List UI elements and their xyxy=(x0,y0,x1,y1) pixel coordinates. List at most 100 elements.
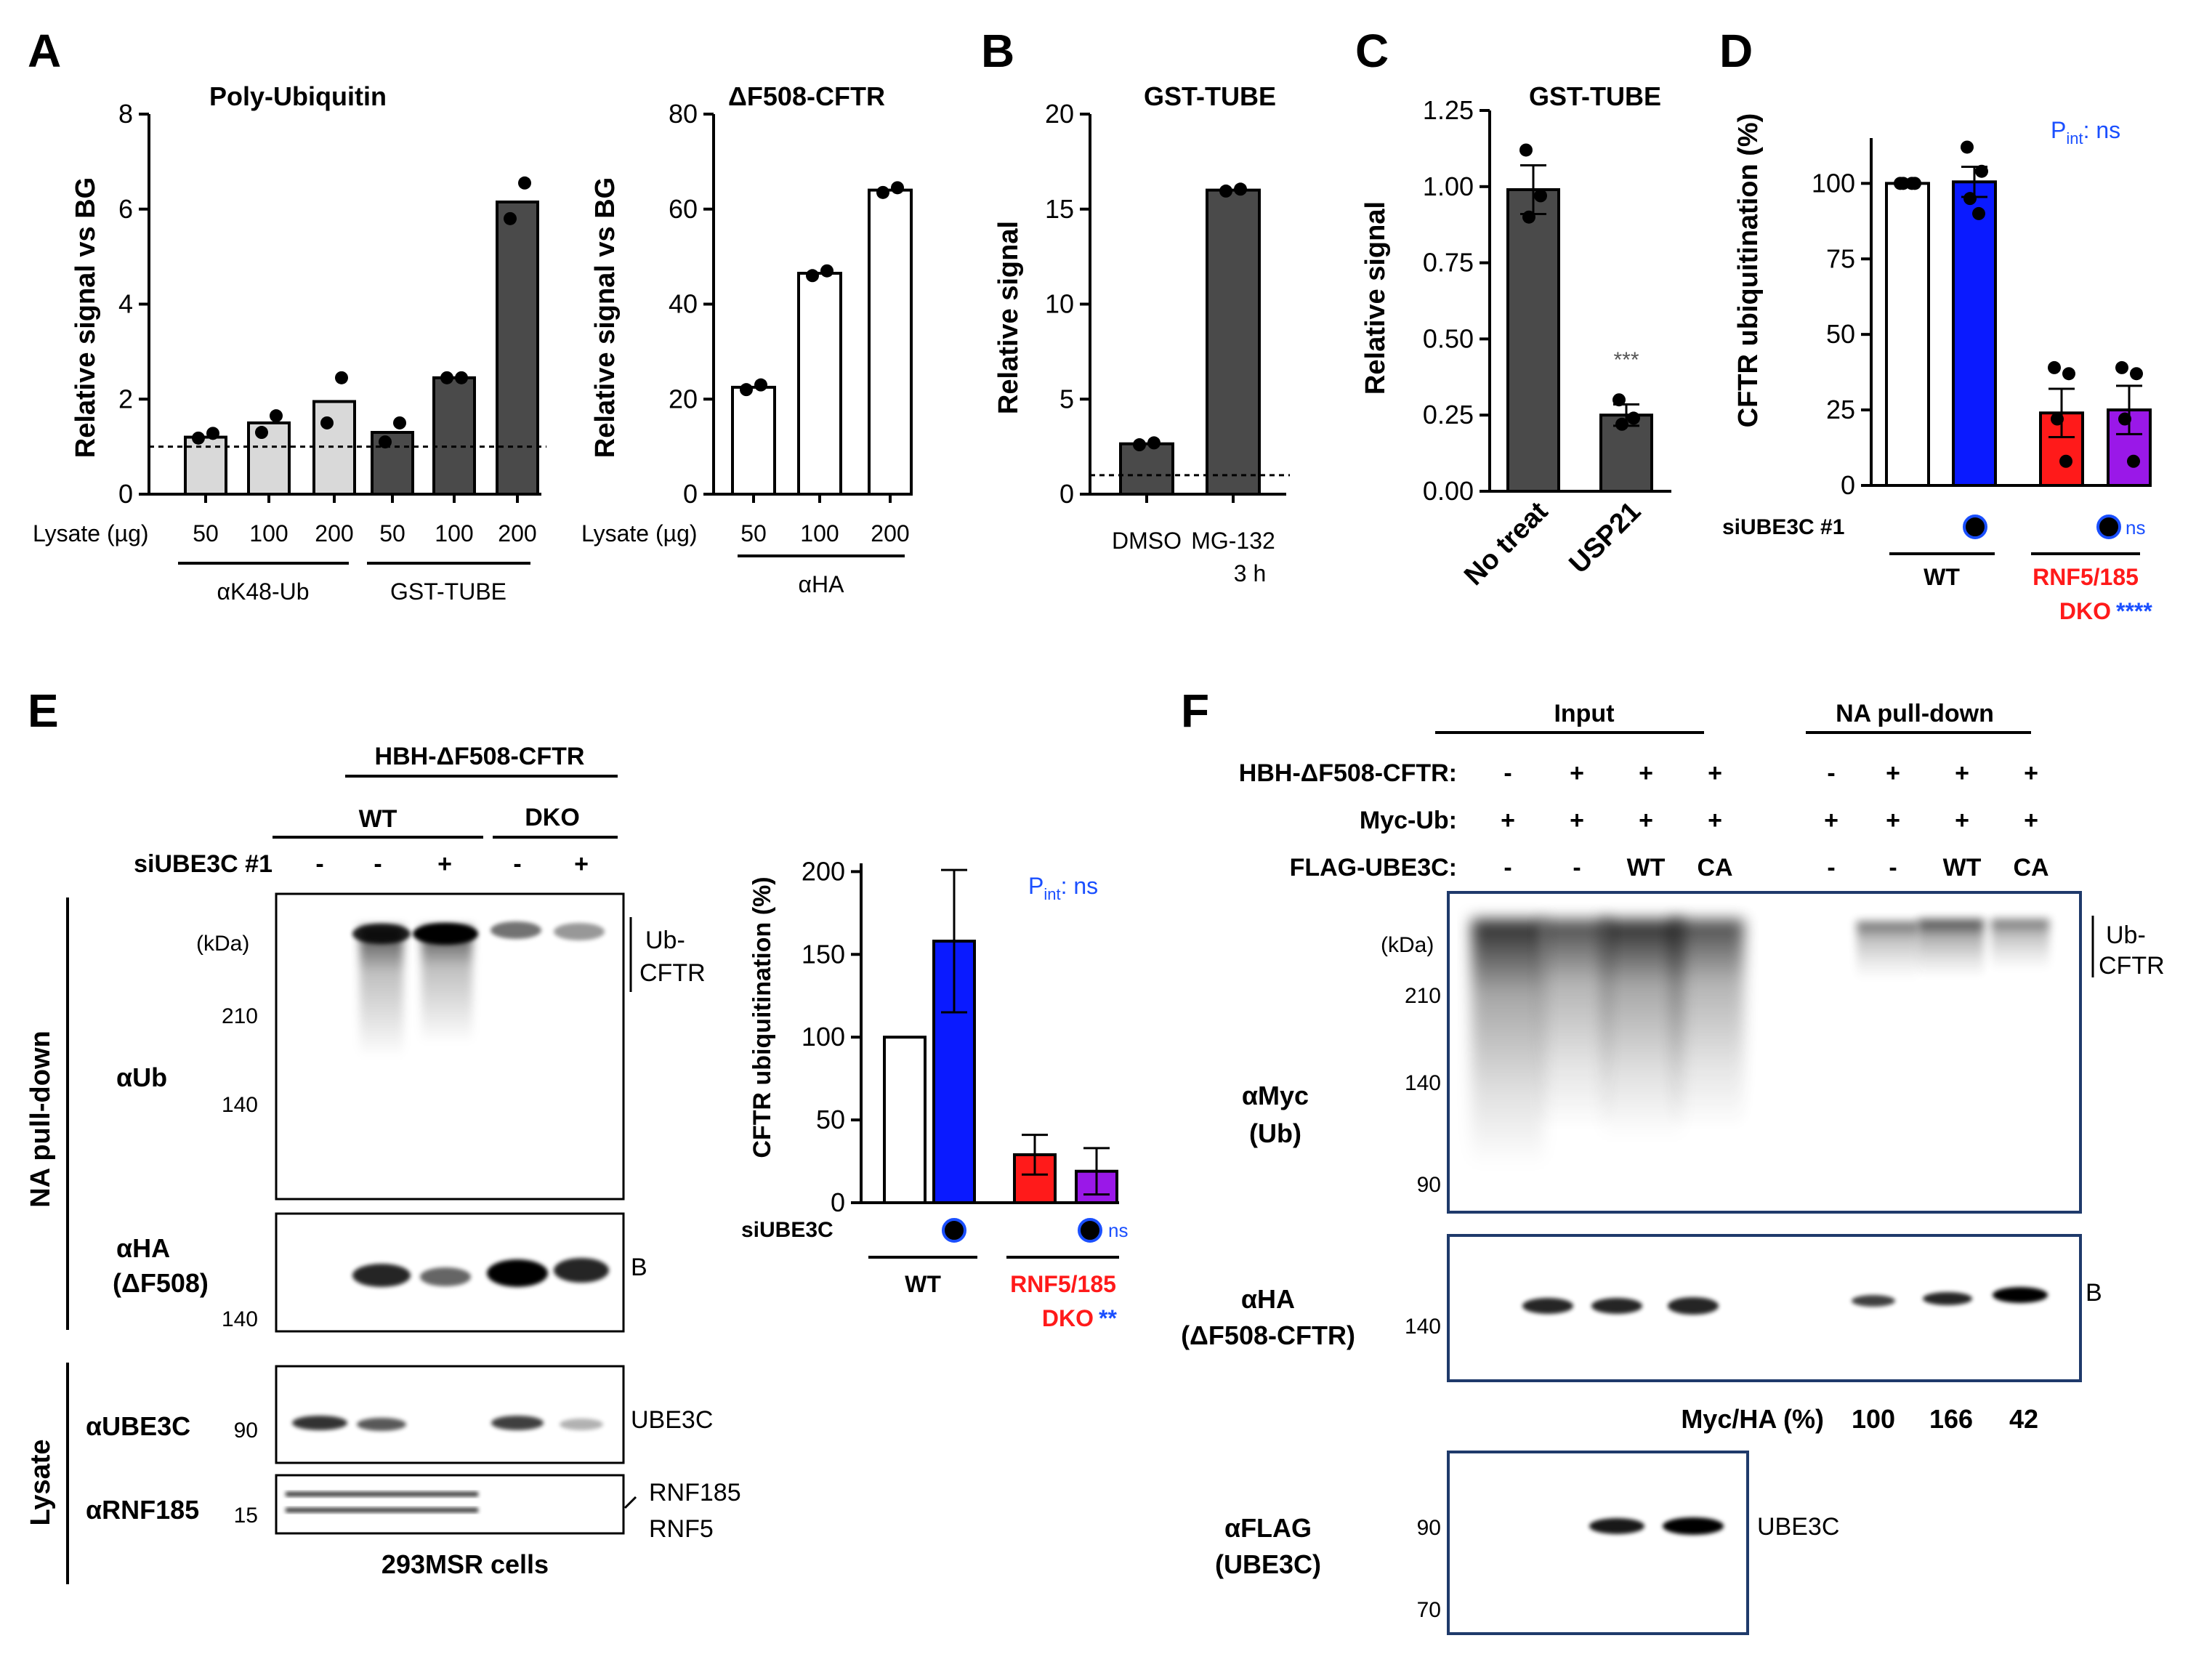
dko-label: DKO xyxy=(525,804,580,831)
myc-smear xyxy=(1918,919,1984,977)
rnf5-label: RNF5 xyxy=(649,1515,714,1543)
chart-b-gst-tube: GST-TUBE Relative signal 0 5 10 15 20 DMSO MG… xyxy=(993,81,1290,586)
panel-letter-c: C xyxy=(1355,25,1389,77)
condition-lane-value: + xyxy=(1501,807,1515,834)
data-point xyxy=(1612,393,1626,407)
y-tick-label: 0 xyxy=(1059,479,1074,509)
myc-smear xyxy=(1541,919,1610,1130)
condition-row-label: HBH-ΔF508-CFTR: xyxy=(1239,759,1457,787)
data-point xyxy=(754,378,767,392)
blot-f: Input NA pull-down HBH-ΔF508-CFTR: - + + + - +… xyxy=(1181,700,2165,1635)
flag-band xyxy=(1663,1517,1724,1535)
data-point xyxy=(2051,412,2064,426)
ab-myc-label-2: (Ub) xyxy=(1249,1118,1301,1148)
mw-marker: 70 xyxy=(1417,1598,1441,1622)
data-point xyxy=(2115,360,2128,374)
condition-lane-value: + xyxy=(1639,807,1653,834)
ratio-value: 100 xyxy=(1852,1404,1895,1434)
condition-lane-value: + xyxy=(1955,759,1969,787)
y-tick-label: 2 xyxy=(118,384,133,414)
ab-ha-label-2: (ΔF508) xyxy=(113,1268,209,1298)
mw-marker: 90 xyxy=(234,1419,258,1443)
condition-row-label: FLAG-UBE3C: xyxy=(1290,854,1457,882)
lane-value: + xyxy=(437,850,452,878)
ratio-label: Myc/HA (%) xyxy=(1681,1404,1824,1434)
group-label-2: GST-TUBE xyxy=(390,578,506,605)
ab-flag-label-1: αFLAG xyxy=(1224,1513,1312,1543)
x-tick-label: USP21 xyxy=(1564,496,1647,580)
pulldown-label: NA pull-down xyxy=(1836,700,1994,727)
ube3c-bands xyxy=(292,1416,603,1431)
ha-band xyxy=(1852,1295,1895,1307)
condition-lane-value: - xyxy=(1503,759,1511,787)
x-tick-labels: 50 100 200 xyxy=(740,494,910,546)
ab-flag-label-2: (UBE3C) xyxy=(1215,1549,1321,1579)
panel-letter-d: D xyxy=(1719,25,1753,77)
panel-letter-e: E xyxy=(28,685,59,737)
blot-e: HBH-ΔF508-CFTR WT DKO siUBE3C #1 - - + -… xyxy=(25,743,741,1584)
bar xyxy=(371,431,414,496)
y-tick-label: 60 xyxy=(669,194,698,224)
y-tick-label: 0 xyxy=(683,479,698,509)
mw-marker: 90 xyxy=(1417,1516,1441,1540)
band-b-label: B xyxy=(631,1254,647,1281)
interaction-p-value: Pint: ns xyxy=(1028,873,1098,903)
condition-lane-value: + xyxy=(1708,759,1722,787)
chart-a2-df508-cftr: ΔF508-CFTR Relative signal vs BG 0 20 40 60… xyxy=(581,81,913,597)
condition-lane-value: WT xyxy=(1943,854,1982,882)
y-ticks: 0 20 40 60 80 xyxy=(669,99,714,509)
ha-band xyxy=(1923,1292,1972,1305)
y-tick-label: 4 xyxy=(118,289,133,319)
condition-lane-value: + xyxy=(1570,807,1584,834)
ha-band xyxy=(1522,1298,1573,1314)
wt-label: WT xyxy=(905,1271,941,1297)
y-axis-label: Relative signal xyxy=(1360,201,1391,395)
chart-title: GST-TUBE xyxy=(1529,81,1661,111)
ub-band xyxy=(491,921,541,939)
interaction-p-value: Pint: ns xyxy=(2051,117,2120,148)
data-point xyxy=(1534,189,1547,203)
data-point xyxy=(876,185,889,199)
bar xyxy=(797,272,842,496)
bar xyxy=(312,400,356,496)
dko-label-line1: RNF5/185 xyxy=(1010,1271,1116,1297)
data-point xyxy=(1615,417,1628,431)
x-tick-label: 100 xyxy=(435,520,473,546)
ub-bands xyxy=(352,921,605,1057)
dko-stars: **** xyxy=(2116,598,2152,624)
ube3c-band xyxy=(491,1416,544,1430)
lane-value: + xyxy=(574,850,589,878)
data-point xyxy=(891,181,904,195)
y-tick-label: 150 xyxy=(802,939,845,969)
ns-label: ns xyxy=(2126,517,2145,538)
rnf-pointer xyxy=(623,1496,637,1509)
data-point xyxy=(255,426,268,440)
y-tick-label: 0.00 xyxy=(1423,476,1474,506)
y-tick-label: 1.00 xyxy=(1423,172,1474,201)
ns-label: ns xyxy=(1108,1219,1128,1241)
bar xyxy=(731,385,776,496)
x-tick-label: MG-132 xyxy=(1191,528,1275,554)
x-tick-label: No treat xyxy=(1458,496,1554,591)
construct-label: HBH-ΔF508-CFTR xyxy=(375,743,585,770)
siube3c-row-values: - - + - + xyxy=(315,850,589,878)
data-point xyxy=(379,435,392,449)
ub-smear xyxy=(421,927,472,1043)
panel-letter-b: B xyxy=(981,25,1014,77)
data-point xyxy=(270,409,283,423)
y-tick-label: 0 xyxy=(831,1187,845,1217)
condition-lane-value: - xyxy=(1889,854,1897,882)
condition-lane-value: CA xyxy=(2013,854,2048,882)
kda-label: (kDa) xyxy=(1381,933,1434,957)
x-tick-label: 50 xyxy=(193,520,219,546)
x-tick-label: 50 xyxy=(379,520,405,546)
mw-marker: 210 xyxy=(1405,984,1441,1008)
chart-c-gst-tube: GST-TUBE Relative signal 0.00 0.25 0.50 0.7… xyxy=(1360,81,1671,592)
mw-marker: 15 xyxy=(234,1504,258,1528)
wt-label: WT xyxy=(1924,564,1960,590)
mw-marker: 140 xyxy=(1405,1315,1441,1339)
lane-value: - xyxy=(374,850,382,878)
condition-lane-value: + xyxy=(1824,807,1838,834)
x-tick-label: 100 xyxy=(249,520,288,546)
bar xyxy=(1506,187,1560,493)
